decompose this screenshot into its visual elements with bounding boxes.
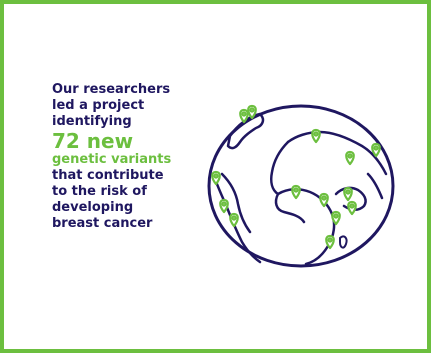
tail-line-3: developing bbox=[52, 200, 134, 215]
tail-line-4: breast cancer bbox=[52, 216, 153, 231]
highlight-subtitle: genetic variants bbox=[52, 152, 172, 167]
location-pin-icon bbox=[347, 200, 357, 216]
location-pin-icon bbox=[311, 128, 321, 144]
headline-line-1: Our researchers bbox=[52, 82, 171, 97]
location-pin-icon bbox=[239, 108, 249, 124]
globe-icon bbox=[207, 104, 395, 268]
location-pin-icon bbox=[371, 142, 381, 158]
tail-line-1: that contribute bbox=[52, 168, 164, 183]
location-pin-icon bbox=[211, 170, 221, 186]
location-pin-icon bbox=[219, 198, 229, 214]
tail-line-2: to the risk of bbox=[52, 184, 147, 199]
location-pin-icon bbox=[345, 150, 355, 166]
headline-line-3: identifying bbox=[52, 114, 132, 129]
location-pin-icon bbox=[343, 186, 353, 202]
location-pin-icon bbox=[291, 184, 301, 200]
headline-text: Our researchers led a project identifyin… bbox=[52, 82, 202, 232]
location-pin-icon bbox=[331, 210, 341, 226]
location-pin-icon bbox=[325, 234, 335, 250]
location-pin-icon bbox=[229, 212, 239, 228]
location-pin-icon bbox=[247, 104, 257, 120]
highlight-number: 72 new bbox=[52, 129, 134, 153]
location-pin-icon bbox=[319, 192, 329, 208]
headline-line-2: led a project bbox=[52, 98, 145, 113]
